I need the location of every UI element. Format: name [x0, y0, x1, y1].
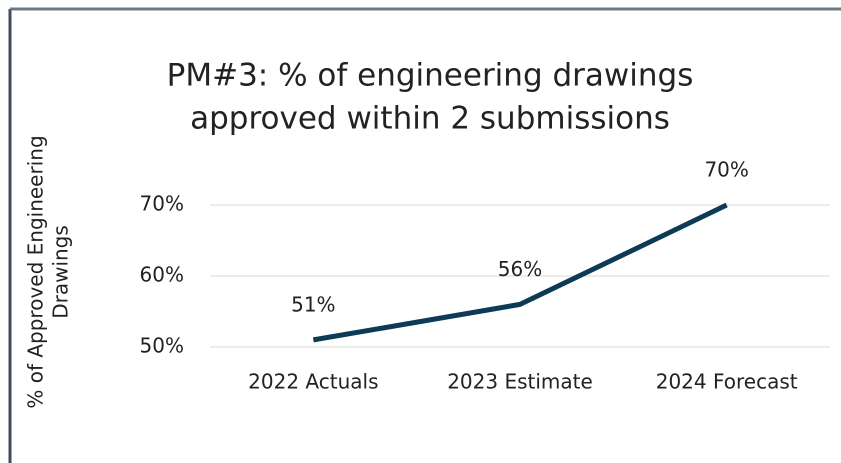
x-tick-label: 2022 Actuals — [248, 370, 378, 394]
y-tick-label: 70% — [140, 192, 184, 216]
chart-title: PM#3: % of engineering drawings — [167, 58, 694, 94]
data-label: 56% — [498, 257, 542, 281]
data-line — [312, 202, 728, 343]
data-label: 70% — [704, 158, 748, 182]
chart-title: approved within 2 submissions — [190, 101, 670, 137]
y-tick-label: 60% — [140, 263, 184, 287]
x-tick-label: 2023 Estimate — [447, 370, 593, 394]
y-axis-label-line: Drawings — [49, 225, 73, 319]
y-tick-label: 50% — [140, 334, 184, 358]
y-axis-label: % of Approved Engineering Drawings — [24, 135, 73, 408]
y-axis-label-line: % of Approved Engineering — [24, 135, 48, 408]
data-label: 51% — [291, 292, 335, 316]
x-tick-label: 2024 Forecast — [656, 370, 798, 394]
